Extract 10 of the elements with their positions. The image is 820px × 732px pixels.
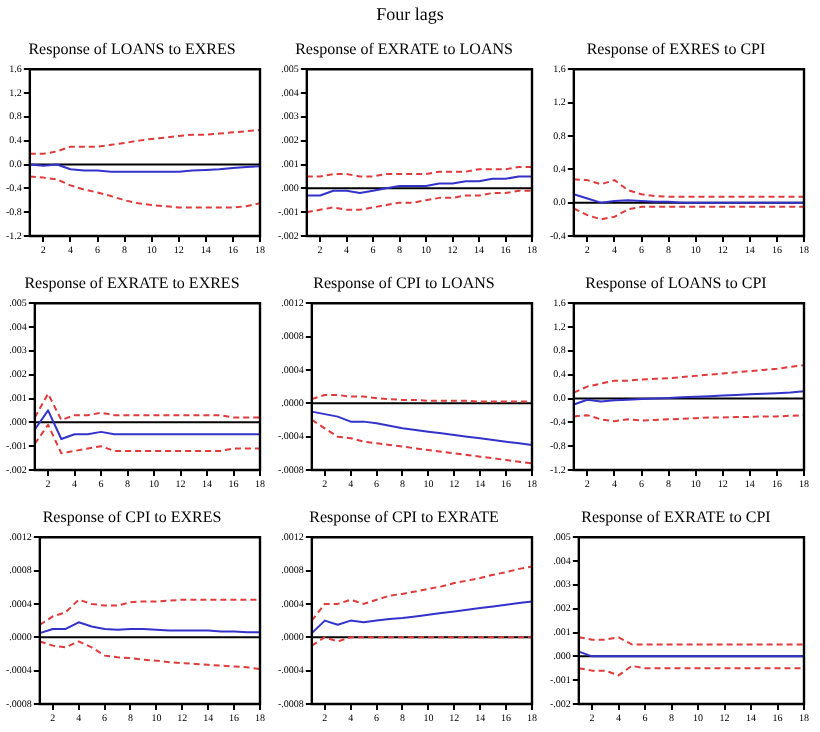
chart-title: Response of EXRATE to CPI (581, 507, 772, 526)
chart-title: Response of CPI to EXRATE (309, 507, 499, 526)
chart-title: Response of LOANS to EXRES (28, 39, 236, 58)
text: Four lags (376, 4, 444, 24)
chart-title: Response of EXRES to CPI (586, 39, 766, 58)
chart-title: Response of EXRATE to LOANS (295, 39, 513, 58)
chart-title: Response of CPI to EXRES (42, 507, 222, 526)
chart-title: Response of EXRATE to EXRES (24, 273, 240, 292)
chart-title: Response of CPI to LOANS (313, 273, 495, 292)
chart-title: Response of LOANS to CPI (585, 273, 768, 292)
